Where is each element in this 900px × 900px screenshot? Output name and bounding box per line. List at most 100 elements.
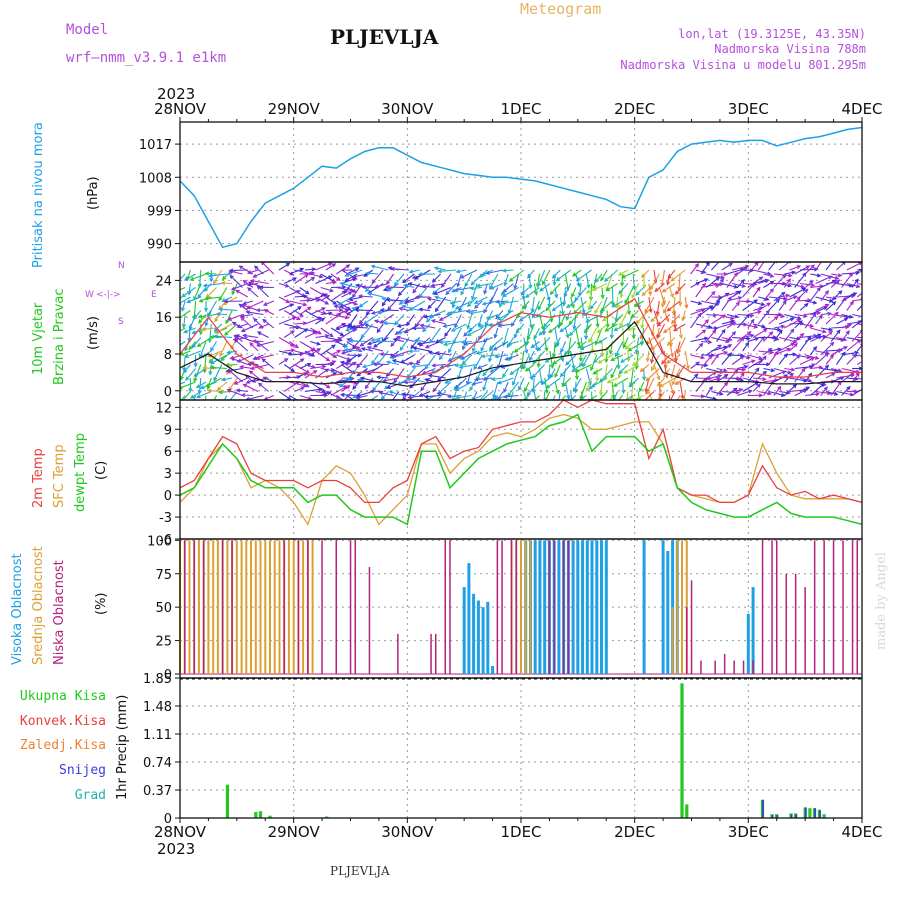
wind-arrow (794, 368, 806, 383)
wind-arrow (544, 337, 548, 351)
wind-arrow (227, 389, 243, 397)
wind-arrow (857, 282, 862, 285)
wind-arrow (768, 390, 785, 397)
wind-arrow (278, 358, 288, 365)
wind-arrow-head (777, 385, 782, 391)
wind-arrow-head (712, 329, 717, 334)
wind-arrow (726, 296, 742, 302)
wind-arrow-head (343, 344, 349, 349)
wind-arrow-head (600, 352, 605, 358)
wind-arrow-head (208, 358, 213, 364)
wind-arrow (422, 285, 436, 289)
wind-arrow-head (378, 391, 384, 396)
wind-arrow-head (600, 276, 605, 282)
wind-arrow-head (782, 300, 787, 305)
wind-arrow-head (530, 344, 535, 349)
wind-arrow-head (624, 345, 630, 350)
wind-arrow (628, 341, 644, 352)
wind-arrow (747, 337, 759, 343)
wind-arrow (773, 329, 783, 342)
wind-arrow-head (209, 277, 214, 283)
wind-arrow (552, 300, 566, 312)
wind-arrow-head (381, 302, 386, 307)
wind-arrow-head (360, 334, 365, 339)
wind-arrow (402, 391, 410, 400)
wind-arrow-head (665, 317, 670, 323)
wind-arrow-head (780, 324, 786, 329)
wind-arrow-head (497, 380, 502, 385)
wind-arrow (600, 395, 603, 400)
wind-arrow-head (694, 263, 700, 268)
wind-arrow (198, 313, 217, 318)
wind-arrow-head (816, 310, 822, 316)
wind-arrow-head (503, 388, 508, 394)
cloud-bar (481, 607, 485, 674)
wind-arrow-head (673, 327, 678, 332)
wind-arrow (631, 283, 640, 298)
wind-arrow-head (221, 276, 227, 281)
wind-arrow (359, 295, 373, 298)
wind-arrow-head (620, 282, 625, 287)
wind-arrow (390, 337, 400, 347)
wind-arrow (278, 337, 294, 347)
wind-arrow-head (249, 278, 255, 284)
wind-arrow-head (455, 395, 460, 400)
wind-arrow-head (302, 302, 308, 307)
wind-arrow-head (340, 268, 346, 273)
wind-arrow (341, 385, 351, 392)
wind-arrow-head (489, 285, 495, 290)
wind-arrow (611, 381, 615, 399)
wind-arrow-head (502, 394, 508, 399)
wind-arrow-head (720, 275, 725, 280)
wind-arrow-head (617, 374, 622, 379)
wind-arrow-head (789, 372, 794, 378)
wind-arrow-head (490, 377, 496, 382)
wind-arrow-head (671, 381, 676, 386)
wind-arrow (632, 273, 635, 290)
wind-arrow (396, 336, 415, 343)
wind-arrow (206, 287, 217, 298)
precip-bar (325, 816, 329, 818)
wind-arrow (731, 290, 742, 298)
cloud-bar (524, 540, 527, 674)
wind-ytick-label: 16 (155, 311, 172, 326)
wind-arrow (597, 323, 608, 334)
wind-arrow-head (321, 307, 326, 312)
wind-arrow-head (310, 352, 316, 357)
wind-arrow (651, 354, 660, 371)
wind-arrow-head (560, 348, 565, 354)
wind-arrow (606, 310, 609, 328)
wind-arrow (349, 340, 368, 343)
wind-arrow (799, 323, 814, 327)
wind-arrow (836, 374, 855, 379)
wind-arrow-head (413, 338, 419, 343)
cloud-bar (216, 540, 219, 674)
wind-arrow-head (460, 340, 466, 345)
wind-arrow (666, 354, 681, 364)
wind-arrow-head (854, 350, 860, 355)
high-cloud-label: Visoka Oblacnost (10, 553, 25, 665)
wind-arrow (464, 340, 483, 345)
wind-arrow-head (551, 307, 557, 312)
wind-arrow-head (245, 305, 251, 310)
wind-arrow-head (365, 311, 370, 316)
cloud-bar (548, 540, 551, 674)
wind-arrow-head (458, 364, 464, 369)
wind-ytick-label: 8 (164, 348, 172, 363)
wind-arrow-head (463, 332, 468, 337)
wind-arrow (304, 363, 316, 369)
wind-arrow (346, 354, 358, 363)
wind-arrow (820, 342, 834, 356)
wind-arrow-head (233, 338, 239, 343)
wind-arrow-head (236, 358, 242, 363)
wind-arrow (393, 338, 405, 343)
wind-arrow (433, 381, 441, 392)
wind-arrow (573, 377, 582, 392)
wind-arrow (742, 299, 758, 311)
wind-arrow (226, 363, 238, 366)
wind-arrow-head (220, 377, 226, 382)
wind-arrow-head (332, 280, 338, 285)
wind-label-sub: Brzina i Pravac (52, 288, 67, 385)
wind-arrow (794, 299, 811, 302)
wind-arrow-head (356, 372, 361, 377)
